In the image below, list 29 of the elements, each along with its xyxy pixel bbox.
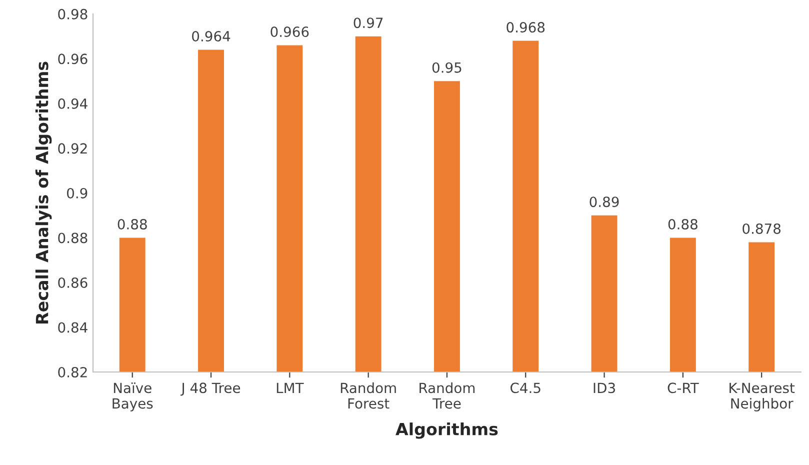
y-tick-label: 0.96	[58, 54, 88, 64]
x-tick-label: K-Nearest Neighbor	[730, 382, 795, 412]
data-label: 0.95	[432, 62, 462, 73]
x-tick-label: C4.5	[510, 382, 540, 394]
y-tick-label: 0.98	[58, 8, 88, 20]
data-label: 0.97	[354, 18, 383, 28]
x-tick-label: LMT	[276, 382, 304, 393]
y-tick-label: 0.86	[58, 277, 88, 288]
y-tick-label: 0.92	[58, 143, 87, 154]
data-label: 0.966	[270, 26, 309, 38]
data-label: 0.88	[118, 218, 147, 230]
y-tick-label: 0.88	[58, 232, 88, 244]
data-label: 0.89	[590, 196, 619, 208]
x-tick-label: C-RT	[668, 382, 699, 394]
data-label: 0.878	[742, 223, 781, 234]
x-tick-label: J 48 Tree	[180, 382, 240, 396]
x-tick-label: Random Forest	[340, 382, 396, 409]
data-label: 0.964	[192, 31, 230, 42]
x-tick-label: Random Tree	[420, 382, 475, 409]
y-axis-title: Recall Analyis of Algorithms	[35, 62, 52, 324]
y-tick-label: 0.82	[58, 366, 87, 378]
y-tick-label: 0.9	[67, 188, 88, 198]
data-label: 0.88	[668, 218, 698, 230]
x-tick-label: ID3	[594, 382, 615, 394]
y-tick-label: 0.94	[58, 98, 88, 109]
y-tick-label: 0.84	[58, 322, 88, 333]
x-axis-title: Algorithms	[396, 422, 498, 439]
data-label: 0.968	[506, 22, 545, 33]
x-tick-label: Naïve Bayes	[112, 382, 153, 412]
